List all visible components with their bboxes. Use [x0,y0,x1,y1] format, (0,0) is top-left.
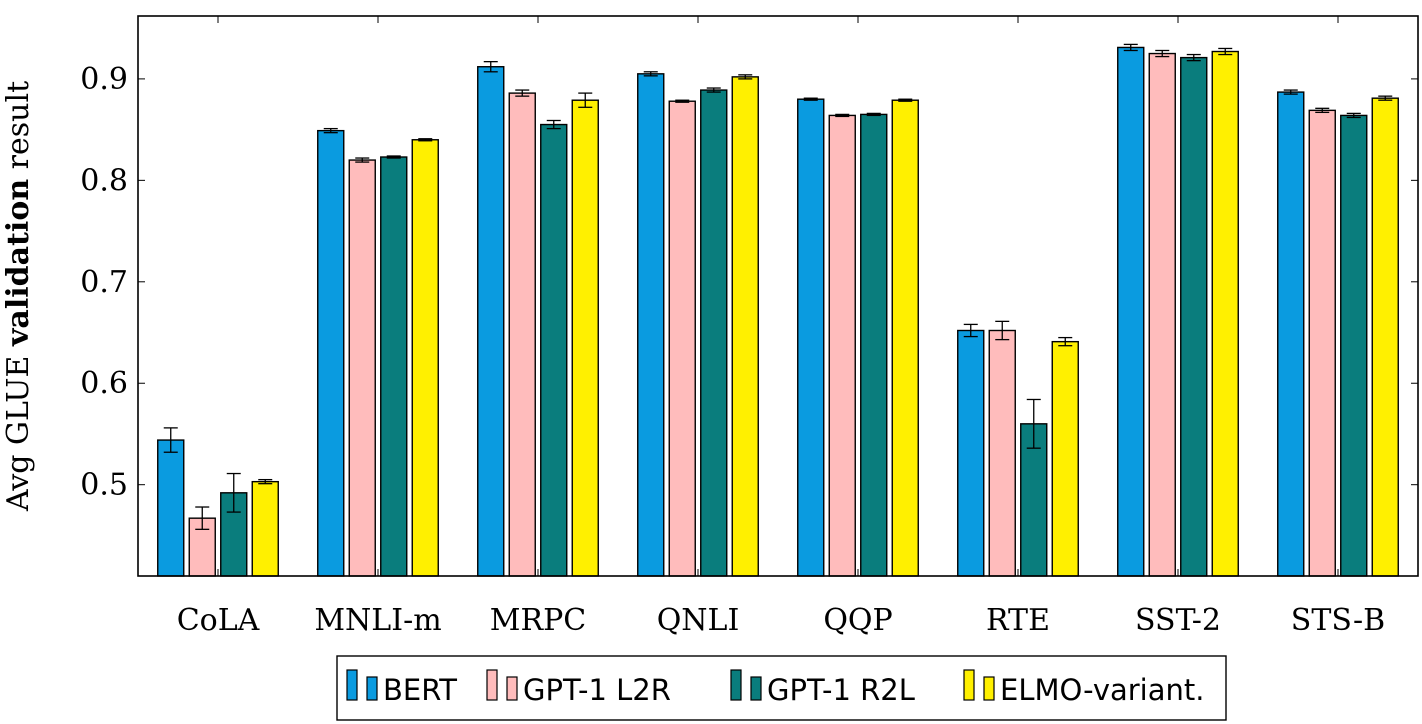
legend-swatch-bert [346,669,358,701]
bar-gpt-1-l2r [1148,52,1176,577]
x-tick-label: STS-B [1291,603,1385,638]
y-axis-label-prefix: Avg GLUE [1,346,36,512]
y-axis-ticks: 0.5 0.6 0.7 0.8 0.9 [80,62,1418,503]
bar-gpt-1-l2r [668,100,696,577]
bar-bert [157,439,185,577]
bar-elmo-variant- [251,480,279,577]
legend: BERT GPT-1 L2R GPT-1 R2L ELMO-variant. [336,655,1227,721]
plot-frame [137,15,1419,577]
bar-elmo-variant- [891,99,919,577]
y-tick-label: 0.5 [80,468,128,503]
legend-label-gpt-1-l2r: GPT-1 L2R [523,673,671,707]
bar-bert [1277,91,1305,577]
y-axis-label: Avg GLUE validation result [1,81,36,512]
bar-gpt-1-l2r [988,329,1016,577]
bar-gpt-1-l2r [1308,109,1336,577]
x-tick-label: MRPC [490,603,586,638]
legend-swatch-elmo-variant- [963,669,975,701]
bar-elmo-variant- [411,139,439,577]
bar-gpt-1-r2l [540,123,568,577]
bar-bert [1117,46,1145,577]
bar-bert [317,129,345,577]
bar-bert [797,98,825,577]
x-tick-label: CoLA [177,603,260,638]
legend-swatch-gpt-1-r2l-small [750,676,762,701]
bar-gpt-1-r2l [1340,114,1368,577]
x-axis-ticks: CoLA MNLI-m MRPC QNLI QQP RTE SST-2 STS-B [177,16,1385,638]
legend-label-elmo-variant-: ELMO-variant. [1000,673,1204,707]
y-axis-label-bold: validation [1,179,36,347]
x-tick-label: QNLI [657,603,740,638]
x-tick-label: QQP [823,603,892,638]
bar-elmo-variant- [1211,50,1239,577]
bar-gpt-1-l2r [828,114,856,577]
error-bars-layer [163,43,1393,530]
bars-layer [157,46,1399,577]
bar-bert [477,66,505,577]
legend-swatch-bert-small [366,676,378,701]
legend-swatch-gpt-1-r2l [730,669,742,701]
legend-label-gpt-1-r2l: GPT-1 R2L [767,673,915,707]
x-tick-label: MNLI-m [314,603,441,638]
y-tick-label: 0.9 [80,62,128,97]
legend-swatch-elmo-variant--small [983,676,995,701]
bar-gpt-1-l2r [348,159,376,577]
legend-label-bert: BERT [383,673,457,707]
y-tick-label: 0.8 [80,163,128,198]
bar-bert [957,329,985,577]
bar-elmo-variant- [1051,340,1079,577]
legend-swatch-gpt-1-l2r-small [506,676,518,701]
y-axis-label-suffix: result [1,81,36,179]
y-tick-label: 0.6 [80,366,128,401]
bar-elmo-variant- [1371,97,1399,577]
bar-gpt-1-r2l [700,89,728,577]
bar-gpt-1-r2l [860,113,888,577]
x-tick-label: RTE [986,603,1050,638]
x-tick-label: SST-2 [1135,603,1221,638]
y-tick-label: 0.7 [80,265,128,300]
bar-elmo-variant- [571,99,599,577]
bar-gpt-1-l2r [508,92,536,577]
legend-swatch-gpt-1-l2r [486,669,498,701]
bar-elmo-variant- [731,76,759,577]
legend-box [336,655,1227,721]
bar-bert [637,73,665,577]
bar-gpt-1-r2l [1180,56,1208,577]
bar-gpt-1-r2l [380,156,408,577]
